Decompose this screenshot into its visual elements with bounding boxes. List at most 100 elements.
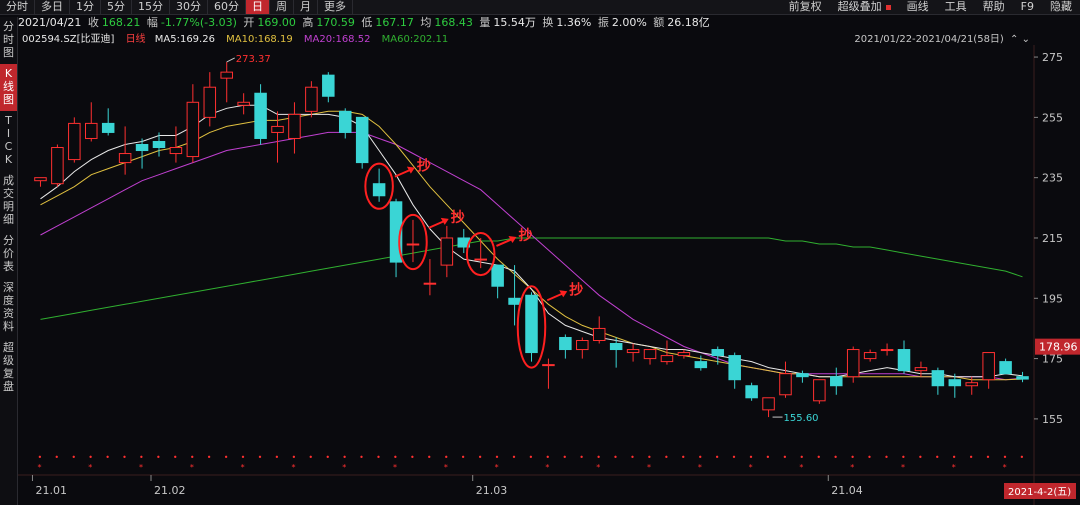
candle-body bbox=[694, 361, 708, 369]
signal-mark: • bbox=[190, 453, 195, 462]
candle-body bbox=[525, 294, 538, 354]
menu-item-1[interactable]: 超级叠加 bbox=[830, 0, 899, 14]
signal-mark: • bbox=[766, 453, 771, 462]
ma60-line bbox=[40, 237, 1023, 320]
signal-mark: • bbox=[342, 453, 347, 462]
menu-item-5[interactable]: F9 bbox=[1020, 0, 1034, 13]
signal-mark: • bbox=[71, 453, 76, 462]
signal-mark: * bbox=[596, 463, 600, 472]
signal-mark: • bbox=[1003, 453, 1008, 462]
candle-body bbox=[440, 237, 454, 266]
signal-mark: • bbox=[512, 453, 517, 462]
turnover: 1.36% bbox=[556, 16, 592, 29]
candle-body bbox=[830, 376, 843, 387]
kline-chart[interactable]: 155175195215235255275273.37155.60抄抄抄抄178… bbox=[18, 45, 1080, 505]
avg-price: 168.43 bbox=[434, 16, 473, 29]
signal-mark: * bbox=[37, 463, 41, 472]
signal-mark: • bbox=[952, 453, 957, 462]
annotation-arrow bbox=[428, 219, 446, 229]
candle-body bbox=[423, 282, 437, 285]
signal-mark: • bbox=[224, 453, 229, 462]
sidebar-item-3[interactable]: 成交明细 bbox=[3, 174, 14, 226]
candle-body bbox=[1016, 376, 1029, 380]
max-price-label: 273.37 bbox=[236, 54, 271, 65]
candle-body bbox=[68, 122, 81, 161]
chevron-down-icon[interactable]: ⌄ bbox=[1021, 34, 1030, 45]
tab-5[interactable]: 30分 bbox=[170, 0, 208, 14]
tab-6[interactable]: 60分 bbox=[208, 0, 246, 14]
candle-body bbox=[135, 144, 149, 152]
annotation-label: 抄 bbox=[569, 281, 583, 298]
max-pointer bbox=[226, 57, 235, 63]
candle-body bbox=[677, 352, 691, 357]
signal-mark: * bbox=[850, 463, 854, 472]
candle-body bbox=[999, 361, 1012, 375]
candle-body bbox=[863, 352, 877, 360]
volume: 15.54万 bbox=[493, 16, 536, 29]
signal-mark: • bbox=[291, 453, 296, 462]
menu-item-6[interactable]: 隐藏 bbox=[1050, 0, 1072, 13]
tab-8[interactable]: 周 bbox=[270, 0, 294, 14]
signal-mark: • bbox=[545, 453, 550, 462]
tab-1[interactable]: 多日 bbox=[35, 0, 70, 14]
signal-mark: • bbox=[596, 453, 601, 462]
tab-7[interactable]: 日 bbox=[246, 0, 270, 14]
tab-10[interactable]: 更多 bbox=[318, 0, 353, 14]
signal-mark: * bbox=[393, 463, 397, 472]
high-price: 170.59 bbox=[316, 16, 355, 29]
annotation-label: 抄 bbox=[451, 209, 465, 226]
candle-body bbox=[745, 385, 758, 399]
tab-2[interactable]: 1分 bbox=[70, 0, 101, 14]
candle-body bbox=[406, 243, 420, 246]
tab-4[interactable]: 15分 bbox=[132, 0, 170, 14]
candle-body bbox=[948, 379, 962, 387]
candle-body bbox=[779, 373, 792, 396]
signal-mark: • bbox=[156, 453, 161, 462]
period-toolbar: 分时 多日 1分 5分 15分 30分 60分日周月更多 bbox=[0, 0, 1080, 15]
candle-body bbox=[592, 327, 606, 341]
signal-mark: • bbox=[54, 453, 59, 462]
candle-body bbox=[576, 339, 589, 351]
candle-body bbox=[101, 122, 115, 133]
tab-9[interactable]: 月 bbox=[294, 0, 318, 14]
signal-mark: • bbox=[495, 453, 500, 462]
candle-body bbox=[609, 343, 623, 351]
candle-body bbox=[271, 125, 284, 133]
signal-mark: * bbox=[749, 463, 753, 472]
chevron-up-icon[interactable]: ⌃ bbox=[1010, 34, 1019, 45]
arrow-head-icon bbox=[406, 166, 415, 174]
signal-mark: • bbox=[105, 453, 110, 462]
signal-mark: • bbox=[529, 453, 534, 462]
signal-mark: * bbox=[952, 463, 956, 472]
signal-mark: • bbox=[935, 453, 940, 462]
signal-mark: * bbox=[1003, 463, 1007, 472]
signal-mark: • bbox=[969, 453, 974, 462]
y-tick-label: 275 bbox=[1042, 51, 1063, 64]
sidebar-item-0[interactable]: 分时图 bbox=[3, 20, 14, 59]
menu-item-0[interactable]: 前复权 bbox=[788, 0, 822, 13]
y-tick-label: 175 bbox=[1042, 353, 1063, 366]
signal-mark: • bbox=[207, 453, 212, 462]
sidebar-item-6[interactable]: 超级复盘 bbox=[3, 341, 14, 393]
min-price-label: 155.60 bbox=[784, 413, 819, 424]
menu-item-3[interactable]: 工具 bbox=[944, 0, 967, 13]
candle-body bbox=[203, 86, 217, 118]
signal-mark: * bbox=[88, 463, 92, 472]
candle-body bbox=[186, 101, 200, 158]
menu-item-4[interactable]: 帮助 bbox=[982, 0, 1005, 13]
candle-body bbox=[762, 397, 775, 411]
candle-body bbox=[846, 349, 860, 378]
tab-3[interactable]: 5分 bbox=[101, 0, 132, 14]
y-tick-label: 215 bbox=[1042, 232, 1063, 245]
sidebar-item-5[interactable]: 深度资料 bbox=[3, 281, 14, 333]
candle-body bbox=[796, 373, 809, 378]
tab-0[interactable]: 分时 bbox=[0, 0, 35, 14]
signal-mark: • bbox=[359, 453, 364, 462]
menu-item-2[interactable]: 画线 bbox=[906, 0, 929, 13]
sidebar-item-4[interactable]: 分价表 bbox=[3, 234, 14, 273]
signal-mark: • bbox=[833, 453, 838, 462]
signal-mark: • bbox=[579, 453, 584, 462]
close-price: 168.21 bbox=[101, 16, 141, 29]
